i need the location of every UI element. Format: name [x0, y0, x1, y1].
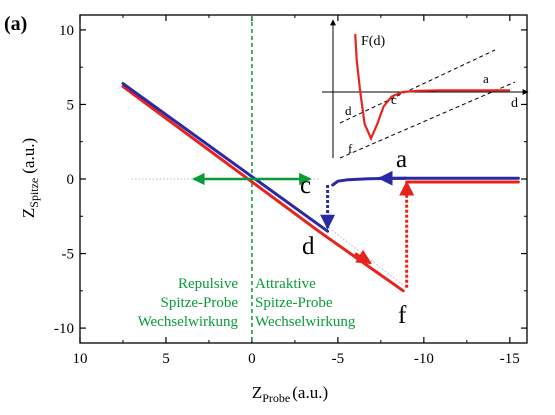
series-arrow [354, 249, 372, 265]
y-tick-label: -10 [54, 321, 74, 337]
y-tick-label: 5 [67, 97, 75, 113]
inset-force-curve: F(d) d a c d f [322, 19, 529, 159]
x-tick-label: 5 [162, 351, 170, 367]
jump-lines [320, 180, 415, 288]
inset-point-f: f [348, 141, 353, 156]
series-line [121, 85, 405, 293]
region-left-line-3: Wechselwirkung [138, 314, 239, 330]
inset-dashed-lower [339, 81, 516, 159]
region-label-repulsive: Repulsive Spitze-Probe Wechselwirkung [138, 276, 239, 330]
x-axis-label-sub: Probe [262, 391, 290, 405]
x-tick-label: -15 [500, 351, 520, 367]
x-tick-label: 10 [73, 351, 88, 367]
point-label-a: a [396, 146, 407, 173]
region-right-line-3: Wechselwirkung [255, 314, 356, 330]
inset-point-c: c [391, 92, 397, 107]
point-label-d: d [302, 233, 315, 260]
inset-point-a: a [483, 71, 489, 86]
x-axis-label-main: Z [252, 383, 262, 402]
x-axis-label: ZProbe (a.u.) [252, 383, 328, 405]
region-left-line-1: Repulsive [178, 276, 238, 292]
svg-text:ZSpitze(a.u.): ZSpitze (a.u.) [19, 138, 41, 218]
inset-ylabel: F(d) [361, 34, 385, 49]
point-label-f: f [398, 302, 407, 329]
series-line [121, 82, 330, 233]
region-label-attractive: Attraktive Spitze-Probe Wechselwirkung [255, 276, 356, 330]
region-left-line-2: Spitze-Probe [161, 295, 239, 311]
x-tick-label: 0 [248, 351, 256, 367]
y-tick-label: -5 [62, 247, 75, 263]
y-tick-label: 10 [59, 23, 74, 39]
x-tick-label: -10 [414, 351, 434, 367]
point-label-c: c [300, 172, 311, 199]
x-tick-label: -5 [332, 351, 345, 367]
region-right-line-1: Attraktive [255, 276, 316, 292]
inset-xlabel: d [511, 96, 518, 111]
x-axis-label-unit: (a.u.) [292, 383, 328, 402]
y-axis-label: ZSpitze (a.u.) [19, 138, 41, 218]
inset-dashed-upper [339, 49, 496, 124]
inset-point-d: d [345, 103, 352, 118]
guide-line [328, 227, 408, 289]
y-axis-label-unit: (a.u.) [19, 138, 38, 174]
y-axis-label-main: Z [19, 208, 38, 218]
series-lines [121, 82, 520, 293]
series-line [331, 176, 520, 187]
y-tick-label: 0 [67, 172, 75, 188]
panel-label: (a) [4, 13, 27, 35]
y-axis-label-sub: Spitze [27, 178, 41, 208]
region-right-line-2: Spitze-Probe [255, 295, 333, 311]
inset-force-curve-line [354, 33, 510, 142]
